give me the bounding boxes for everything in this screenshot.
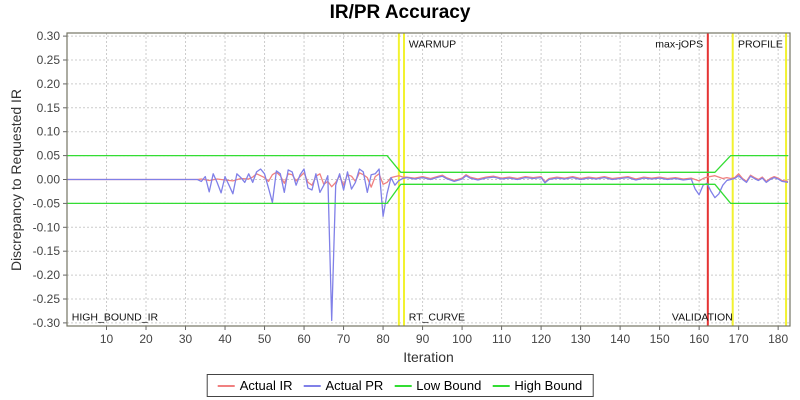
- y-axis-label: Discrepancy to Requested IR: [8, 88, 24, 272]
- y-tick-label: 0.15: [37, 101, 61, 115]
- legend-item-high-bound: High Bound: [492, 378, 582, 393]
- x-tick-label: 60: [297, 332, 311, 346]
- x-tick-label: 100: [452, 332, 472, 346]
- annotation-rt-curve: RT_CURVE: [409, 312, 465, 324]
- x-tick-label: 70: [337, 332, 351, 346]
- series-high-bound: [67, 154, 788, 173]
- legend-label-low-bound: Low Bound: [416, 378, 482, 393]
- annotation-validation: VALIDATION: [672, 312, 733, 324]
- chart-title: IR/PR Accuracy: [329, 2, 471, 23]
- legend-label-high-bound: High Bound: [514, 378, 583, 393]
- y-tick-label: -0.10: [33, 220, 61, 234]
- y-tick-labels: 0.30 0.25 0.20 0.15 0.10 0.05 0.00 -0.05 -0.10 -0…: [33, 29, 67, 330]
- annotation-profile: PROFILE: [738, 39, 783, 51]
- x-axis-label: Iteration: [403, 349, 454, 365]
- phase-markers: [397, 33, 788, 326]
- y-tick-label: 0.10: [37, 125, 61, 139]
- x-tick-label: 30: [179, 332, 193, 346]
- legend-swatch-actual-ir: [217, 384, 235, 387]
- legend-label-actual-pr: Actual PR: [325, 378, 384, 393]
- y-tick-label: -0.15: [33, 244, 61, 258]
- x-tick-label: 40: [218, 332, 232, 346]
- legend-swatch-high-bound: [492, 384, 510, 387]
- y-tick-label: 0.30: [37, 29, 61, 43]
- legend-item-low-bound: Low Bound: [394, 378, 481, 393]
- y-tick-label: -0.20: [33, 268, 61, 282]
- y-tick-label: 0.05: [37, 149, 61, 163]
- grid: [67, 33, 790, 326]
- x-tick-label: 110: [492, 332, 511, 346]
- y-tick-label: 0.20: [37, 77, 61, 91]
- x-tick-label: 150: [650, 332, 670, 346]
- annotation-warmup: WARMUP: [409, 39, 456, 51]
- y-tick-label: -0.05: [33, 196, 61, 210]
- legend-swatch-actual-pr: [303, 384, 321, 387]
- x-tick-label: 180: [768, 332, 788, 346]
- annotation-max-jops: max-jOPS: [655, 39, 703, 51]
- plot-border: [66, 32, 791, 327]
- x-tick-label: 20: [139, 332, 153, 346]
- x-tick-label: 170: [729, 332, 749, 346]
- y-tick-label: -0.25: [33, 292, 61, 306]
- x-tick-label: 80: [376, 332, 390, 346]
- legend-swatch-low-bound: [394, 384, 412, 387]
- x-tick-label: 50: [258, 332, 272, 346]
- plot-frame: [66, 32, 791, 327]
- annotations: HIGH_BOUND_IR WARMUP RT_CURVE max-jOPS VALID…: [72, 39, 783, 324]
- legend: Actual IR Actual PR Low Bound High Bound: [206, 374, 594, 397]
- x-tick-label: 130: [571, 332, 591, 346]
- series-actual-ir: [67, 171, 789, 188]
- series-actual-pr: [67, 168, 789, 322]
- x-tick-label: 10: [100, 332, 114, 346]
- y-tick-label: 0.25: [37, 53, 61, 67]
- legend-item-actual-pr: Actual PR: [303, 378, 383, 393]
- series-low-bound: [67, 183, 788, 205]
- legend-item-actual-ir: Actual IR: [217, 378, 293, 393]
- y-tick-label: -0.30: [33, 316, 61, 330]
- x-tick-label: 90: [416, 332, 430, 346]
- x-tick-label: 140: [610, 332, 630, 346]
- annotation-high-bound-ir: HIGH_BOUND_IR: [72, 312, 159, 324]
- series-lines: [67, 154, 789, 322]
- legend-label-actual-ir: Actual IR: [239, 378, 293, 393]
- x-tick-label: 160: [689, 332, 709, 346]
- x-tick-label: 120: [531, 332, 551, 346]
- x-tick-labels: 10 20 30 40 50 60 70 80 90 100 110 120 130 140 150 160 1…: [100, 326, 788, 346]
- y-tick-label: 0.00: [37, 173, 61, 187]
